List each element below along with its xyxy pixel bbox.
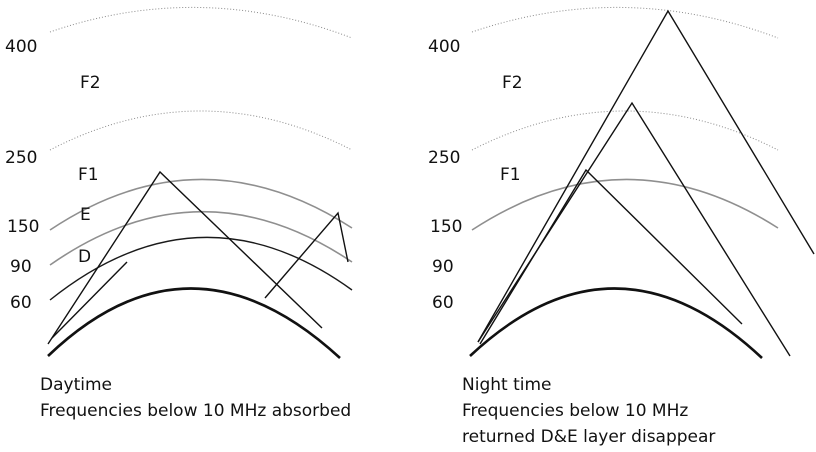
altitude-label-250: 250 — [428, 148, 460, 168]
night-caption-text-2: returned D&E layer disappear — [462, 427, 715, 447]
ray-f2-high-reflection — [477, 9, 815, 343]
night-panel: 400 250 150 90 60 F2 F1 Night time Frequ… — [428, 7, 815, 447]
daytime-caption-text: Frequencies below 10 MHz absorbed — [40, 401, 351, 421]
layer-arc-250 — [471, 110, 779, 151]
altitude-label-90: 90 — [432, 257, 454, 277]
ray-e-reflection — [264, 211, 349, 299]
layer-arc-250 — [49, 110, 353, 151]
layer-label-f2: F2 — [80, 73, 101, 93]
altitude-label-150: 150 — [430, 217, 462, 237]
night-caption-text-1: Frequencies below 10 MHz — [462, 401, 688, 421]
layer-arc-400 — [471, 7, 779, 39]
earth-surface — [469, 287, 763, 359]
ray-f2-reflection — [477, 101, 791, 357]
altitude-label-60: 60 — [10, 293, 32, 313]
layer-arc-e — [49, 211, 353, 266]
layer-label-f1: F1 — [500, 165, 521, 185]
layer-arc-d — [49, 236, 353, 301]
altitude-label-90: 90 — [10, 257, 32, 277]
daytime-panel: 400 250 150 90 60 F2 F1 E D Daytime Freq… — [5, 7, 353, 421]
layer-arc-400 — [49, 7, 353, 39]
altitude-label-250: 250 — [5, 148, 37, 168]
altitude-label-400: 400 — [428, 37, 460, 57]
night-caption-title: Night time — [462, 375, 551, 395]
layer-arc-f1 — [471, 178, 779, 231]
layer-label-f1: F1 — [78, 165, 99, 185]
ray-f1-reflection — [479, 168, 743, 345]
altitude-label-60: 60 — [432, 293, 454, 313]
earth-surface — [47, 287, 341, 359]
ray-absorbed — [51, 261, 128, 339]
layer-label-f2: F2 — [502, 73, 523, 93]
altitude-label-150: 150 — [7, 217, 39, 237]
daytime-caption-title: Daytime — [40, 375, 112, 395]
layer-label-d: D — [78, 247, 91, 267]
layer-label-e: E — [80, 205, 91, 225]
altitude-label-400: 400 — [5, 37, 37, 57]
layer-arc-f1 — [49, 178, 353, 231]
ray-f1-reflection — [47, 170, 323, 345]
